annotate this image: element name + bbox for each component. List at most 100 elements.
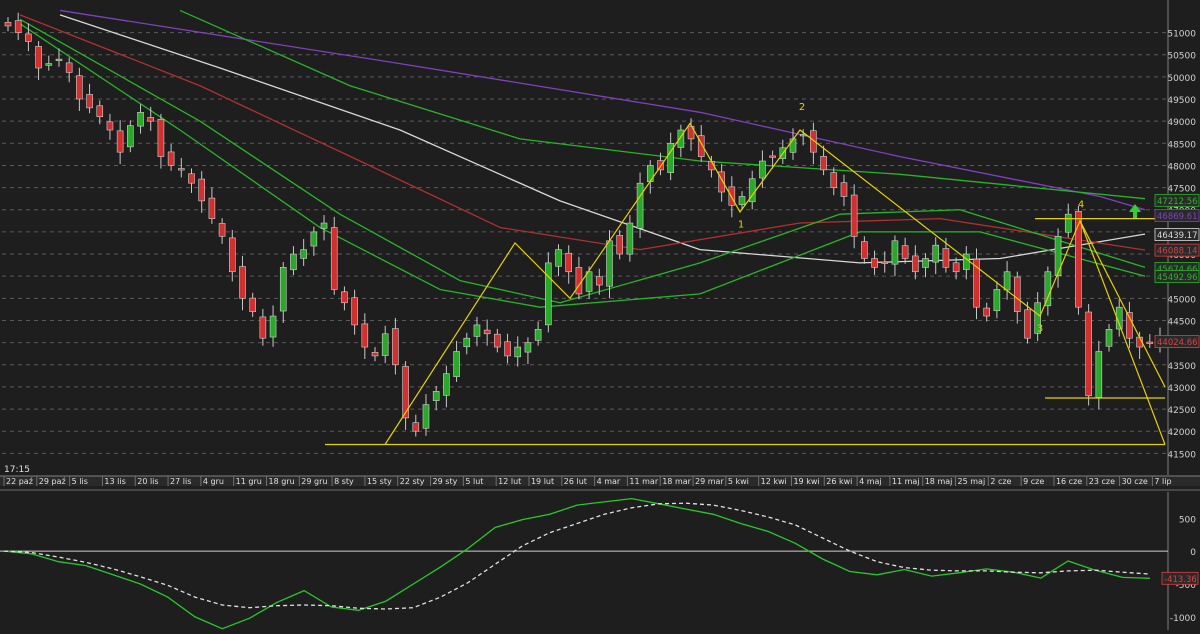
candle-body (127, 125, 134, 148)
candle (35, 41, 42, 80)
candle (769, 150, 776, 169)
candle-body (534, 329, 542, 341)
candle (341, 286, 348, 311)
y-tick-label: 43000 (1167, 384, 1196, 394)
y-tick-label: 42500 (1167, 406, 1196, 416)
candle-body (483, 329, 491, 335)
x-tick-label: 19 lut (531, 477, 554, 486)
candle (850, 184, 858, 249)
candle (443, 365, 450, 408)
candle (881, 251, 889, 273)
candle (1115, 299, 1123, 337)
x-tick-label: 25 maj (958, 477, 986, 486)
candle (1105, 324, 1113, 352)
wave-label: 1 (738, 219, 744, 230)
candle (65, 57, 73, 83)
candle-body (1115, 306, 1123, 330)
x-tick-label: 18 mar (662, 477, 691, 486)
candle (871, 250, 878, 275)
candle-body (147, 117, 155, 122)
candle-body (922, 258, 929, 268)
candle-body (381, 333, 389, 356)
candle (891, 235, 899, 277)
candle (504, 333, 511, 364)
x-tick-label: 30 cze (1122, 477, 1148, 486)
indicator-y-tick-label: 500 (1179, 515, 1196, 525)
candle-body (55, 58, 63, 61)
candle-body (1075, 211, 1082, 308)
candle (524, 337, 532, 365)
candle (147, 106, 155, 131)
candle-body (361, 323, 369, 348)
candle (432, 386, 440, 411)
x-tick-label: 29 sty (433, 477, 458, 486)
candle-body (504, 341, 511, 357)
candle (1064, 203, 1072, 238)
candle (667, 132, 674, 181)
candle (106, 113, 114, 140)
candle (983, 302, 990, 322)
candle (167, 143, 175, 171)
indicator-line (3, 502, 1151, 610)
candle (636, 172, 644, 239)
candle-body (524, 342, 532, 353)
candle-body (473, 324, 481, 337)
indicator-value-label: -413.36 (1164, 575, 1197, 585)
candle-body (575, 267, 583, 295)
candle-body (14, 20, 22, 33)
candle-body (789, 138, 797, 153)
y-tick-label: 43500 (1167, 362, 1196, 372)
candle-body (1064, 213, 1072, 233)
candle-body (106, 121, 114, 131)
candle (595, 268, 603, 295)
candle (86, 83, 93, 114)
x-tick-label: 20 lis (137, 477, 158, 486)
candle-body (636, 182, 644, 229)
x-tick-label: 4 maj (859, 477, 882, 486)
x-tick-label: 2 cze (990, 477, 1011, 486)
candle (1034, 292, 1041, 342)
candle (290, 246, 297, 276)
candle (208, 187, 216, 224)
value-label-box (1154, 193, 1200, 207)
candle-body (606, 240, 613, 287)
candle (198, 171, 205, 213)
candle-body (494, 333, 501, 348)
candle-body (942, 248, 950, 268)
candle-body (881, 261, 889, 264)
candle (616, 230, 623, 260)
x-tick-label: 26 kwi (826, 477, 852, 486)
candle-body (993, 289, 1001, 312)
candle (157, 113, 165, 169)
candle-body (208, 197, 216, 219)
candle-body (341, 291, 348, 304)
value-label-box (1154, 335, 1200, 348)
candle (1013, 271, 1021, 324)
x-tick-label: 29 gru (301, 477, 327, 486)
candle (810, 122, 817, 165)
candle-body (300, 249, 307, 259)
candle-body (443, 373, 450, 396)
x-tick-label: 4 mar (597, 477, 621, 486)
candle (259, 308, 267, 346)
candle-body (371, 352, 379, 357)
candle (239, 255, 246, 311)
indicator-y-tick-label: 0 (1190, 548, 1196, 558)
value-label: 47212.56 (1157, 197, 1198, 207)
moving-average-line (19, 14, 1146, 251)
value-label-box (1154, 243, 1200, 257)
candle-body (35, 46, 42, 69)
candle (483, 319, 491, 346)
candle (320, 215, 328, 241)
candle (330, 216, 338, 295)
candle-body (76, 75, 83, 100)
candle-body (871, 258, 878, 268)
candle-body (626, 222, 634, 255)
moving-average-line (179, 9, 1146, 200)
candle-body (1054, 236, 1062, 276)
candle (392, 317, 399, 375)
candle (453, 340, 460, 382)
x-tick-label: 11 maj (892, 477, 920, 486)
indicator-line (3, 497, 1151, 630)
